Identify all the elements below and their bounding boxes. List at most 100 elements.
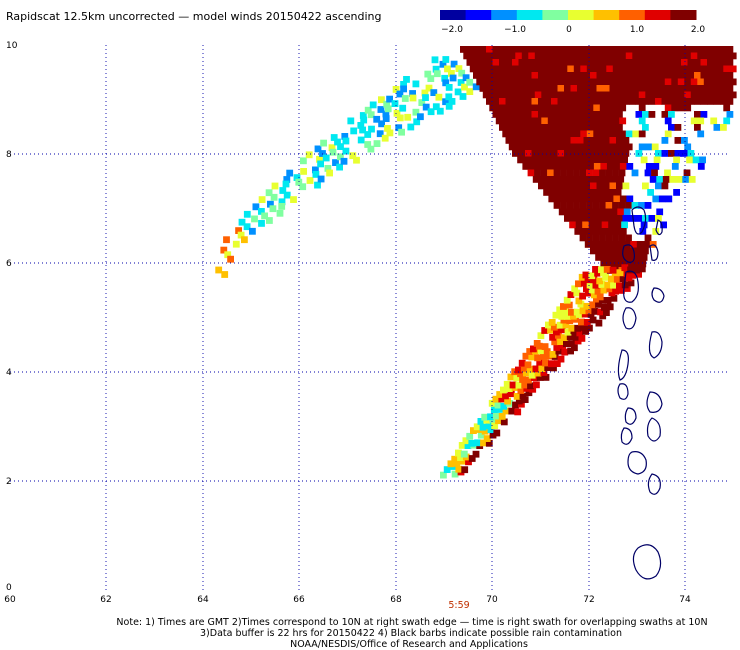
wind-cell [599,312,607,320]
wind-cell [459,457,466,465]
wind-cell [544,46,552,53]
wind-cell [540,353,547,360]
wind-cell [618,234,626,242]
wind-cell [395,124,403,132]
wind-cell [599,104,607,112]
wind-cell [528,130,536,138]
wind-cell [619,275,627,283]
wind-cell [473,59,480,66]
wind-cell [525,59,532,66]
wind-cell [664,169,671,177]
wind-cell [590,111,597,118]
wind-cell [267,200,274,208]
wind-cell [549,351,557,358]
wind-cell [562,156,570,164]
wind-cell [560,65,568,73]
wind-cell [635,111,643,118]
wind-cell [603,137,610,144]
wind-cell [502,392,509,400]
wind-cell [627,279,635,287]
wind-cell [568,324,576,332]
wind-cell [595,156,602,164]
wind-cell [541,104,549,112]
wind-cell [716,52,724,60]
wind-cell [726,72,734,79]
wind-cell [593,104,601,112]
wind-cell [518,59,526,66]
wind-cell [542,359,549,367]
wind-cell [269,205,277,213]
wind-cell [337,143,344,150]
wind-cell [599,169,606,177]
wind-cell [592,266,599,273]
wind-cell [590,72,597,79]
wind-cell [604,281,612,289]
wind-cell [609,111,617,118]
wind-cell [629,59,636,66]
swath-time-label: 5:59 [448,600,469,611]
wind-cell [557,355,565,363]
wind-cell [629,46,636,53]
wind-cell [550,323,558,331]
wind-cell [699,156,706,164]
wind-cell [466,59,474,66]
wind-cell [583,285,590,293]
wind-cell [489,91,497,99]
wind-cell [238,218,246,226]
wind-cell [588,221,596,229]
wind-cell [651,91,659,99]
wind-cell [399,104,407,112]
wind-cell [661,72,669,79]
colorbar-swatch [491,10,518,20]
wind-cell [573,202,580,209]
wind-cell [661,98,669,105]
wind-cell [521,143,529,151]
wind-cell [601,156,609,164]
wind-cell [587,163,595,170]
wind-cell [716,78,724,86]
wind-cell [625,78,633,86]
wind-cell [614,254,622,261]
wind-cell [505,98,513,105]
wind-cell [492,395,500,403]
wind-cell [562,321,570,329]
wind-cell [567,65,575,73]
wind-cell [418,99,426,106]
wind-cell [655,150,662,157]
wind-cell [286,169,294,177]
wind-cell [608,289,616,297]
wind-cell [700,98,708,105]
wind-cell [492,98,500,105]
wind-cell [616,72,623,79]
wind-cell [579,292,586,300]
wind-cell [367,111,375,119]
wind-cell [564,98,571,105]
wind-cell [543,189,550,196]
wind-cell [623,285,631,292]
wind-cell [576,329,584,337]
wind-cell [573,104,581,112]
wind-cell [573,143,581,151]
wind-cell [579,234,587,242]
wind-cell [422,103,430,111]
wind-cell [669,176,677,183]
wind-cell [622,182,630,190]
wind-cell [610,241,618,248]
wind-cell [551,72,558,79]
wind-cell [599,78,607,86]
wind-cell [495,417,502,425]
wind-cell [489,52,497,60]
wind-cell [596,137,604,144]
x-tick-68: 68 [390,595,402,605]
wind-cell [586,324,593,332]
wind-cell [598,266,605,274]
wind-cell [625,65,633,73]
wind-cell [448,70,455,77]
wind-cell [566,169,574,177]
wind-cell [377,106,385,113]
wind-cell [609,124,617,131]
wind-cell [469,65,477,73]
wind-cell [520,364,528,372]
wind-cell [618,287,625,294]
wind-cell [529,385,537,393]
